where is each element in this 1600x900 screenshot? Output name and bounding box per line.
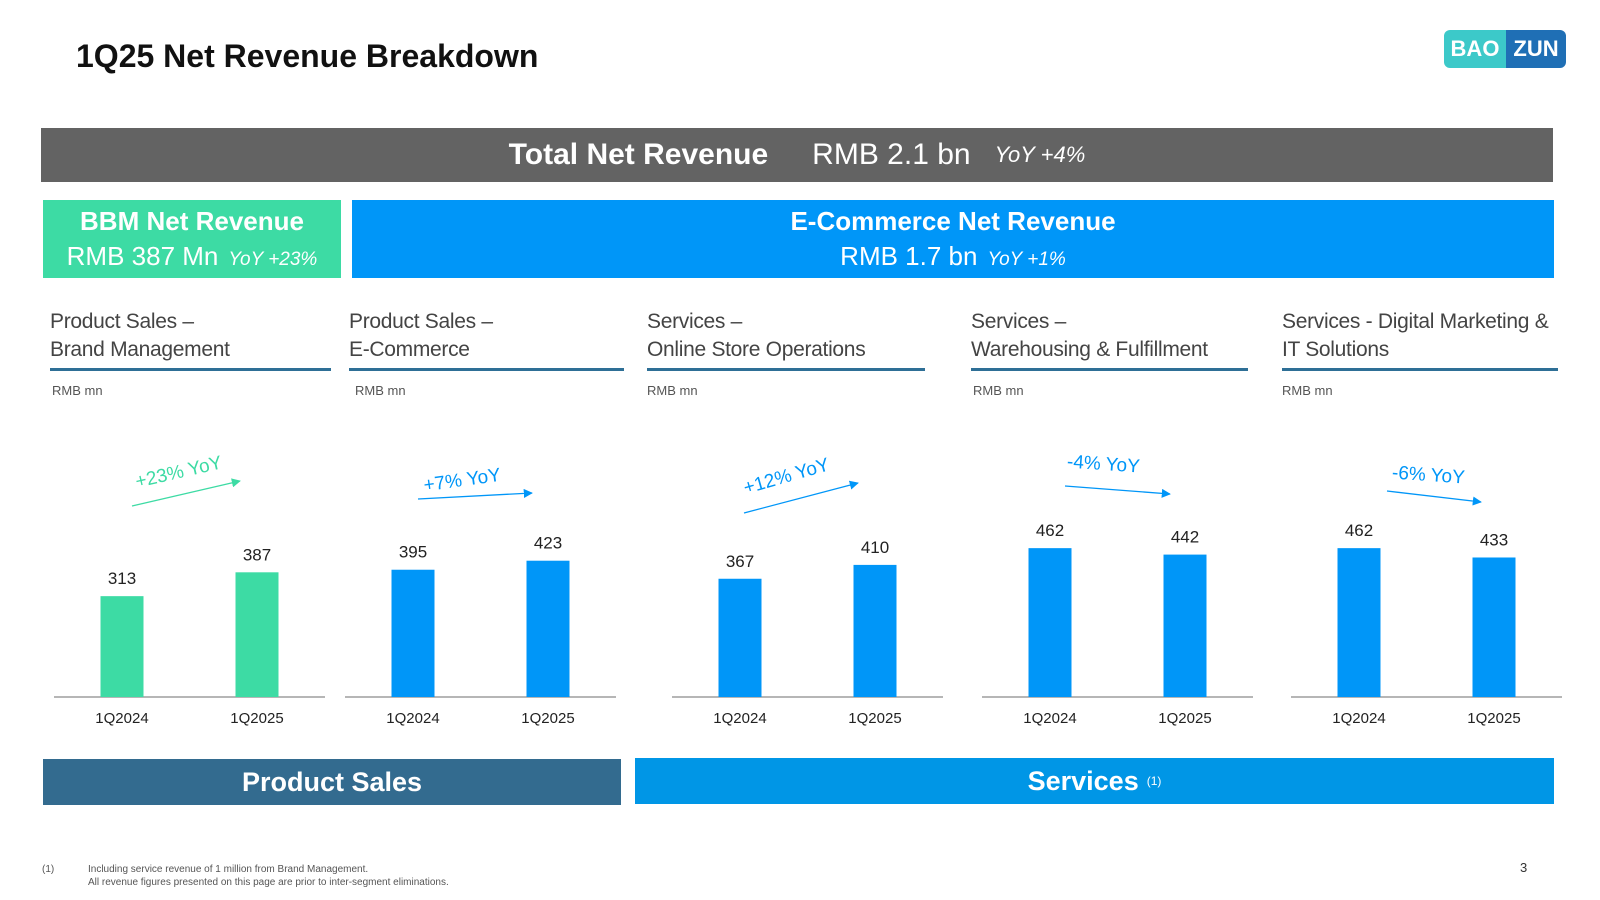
- x-tick-label: 1Q2025: [1467, 710, 1520, 727]
- unit-label: RMB mn: [973, 383, 1024, 398]
- footnote-line2: All revenue figures presented on this pa…: [88, 877, 449, 888]
- unit-label: RMB mn: [647, 383, 698, 398]
- bar-1q2024: [1337, 548, 1381, 697]
- bar-1q2024: [718, 578, 762, 697]
- chart-header-online-store: Services – Online Store Operations RMB mn: [647, 308, 925, 398]
- bar-1q2025: [1472, 557, 1516, 697]
- yoy-arrow: [1386, 490, 1482, 506]
- chart-title-line1: Services –: [647, 310, 743, 333]
- bar-value-label: 313: [108, 569, 136, 588]
- total-revenue-value: RMB 2.1 bn: [812, 138, 971, 171]
- x-tick-label: 1Q2024: [1332, 710, 1385, 727]
- bar-1q2024: [1028, 548, 1072, 697]
- yoy-growth-label: +7% YoY: [422, 465, 502, 497]
- chart-title-line2: E-Commerce: [349, 338, 470, 361]
- bbm-yoy: YoY +23%: [228, 249, 318, 270]
- ecommerce-yoy: YoY +1%: [987, 249, 1066, 270]
- bbm-value: RMB 387 Mn: [66, 241, 219, 271]
- services-bar: Services (1): [635, 758, 1554, 804]
- ecommerce-revenue-box: E-Commerce Net Revenue RMB 1.7 bn YoY +1%: [352, 200, 1554, 278]
- chart-title-line1: Product Sales –: [349, 310, 493, 333]
- yoy-arrow: [1064, 485, 1171, 498]
- bar-1q2025: [526, 560, 570, 697]
- services-label: Services: [1027, 765, 1139, 796]
- chart-header-digital-marketing: Services - Digital Marketing & IT Solutio…: [1282, 308, 1558, 398]
- footnote-line1: Including service revenue of 1 million f…: [88, 864, 369, 875]
- page-title: 1Q25 Net Revenue Breakdown: [76, 38, 539, 74]
- yoy-arrow: [743, 480, 859, 514]
- bbm-revenue-box: BBM Net Revenue RMB 387 Mn YoY +23%: [43, 200, 341, 278]
- page-number: 3: [1520, 860, 1528, 875]
- x-tick-label: 1Q2024: [1023, 710, 1076, 727]
- chart-title-line2: Brand Management: [50, 338, 230, 361]
- chart-title-line2: Warehousing & Fulfillment: [971, 338, 1208, 361]
- yoy-growth-label: -4% YoY: [1066, 451, 1141, 477]
- yoy-growth-label: -6% YoY: [1391, 462, 1466, 488]
- bar-1q2025: [853, 564, 897, 697]
- x-tick-label: 1Q2025: [848, 710, 901, 727]
- chart-title-line1: Product Sales –: [50, 310, 194, 333]
- x-tick-label: 1Q2024: [713, 710, 766, 727]
- bar-1q2025: [235, 572, 279, 697]
- yoy-growth-label: +12% YoY: [741, 454, 832, 499]
- x-tick-label: 1Q2025: [521, 710, 574, 727]
- bar-1q2025: [1163, 554, 1207, 697]
- product-sales-label: Product Sales: [241, 766, 423, 797]
- baozun-logo: BAO ZUN: [1444, 30, 1566, 68]
- yoy-arrow: [131, 478, 241, 507]
- ecommerce-value: RMB 1.7 bn: [840, 241, 978, 271]
- bar-value-label: 462: [1036, 521, 1064, 540]
- x-tick-label: 1Q2024: [386, 710, 439, 727]
- bar-value-label: 423: [534, 534, 562, 553]
- yoy-growth-label: +23% YoY: [133, 452, 224, 492]
- bar-value-label: 433: [1480, 530, 1508, 549]
- bar-value-label: 442: [1171, 528, 1199, 547]
- footnote-number: (1): [42, 864, 55, 875]
- total-revenue-yoy: YoY +4%: [994, 142, 1086, 167]
- bar-value-label: 462: [1345, 521, 1373, 540]
- total-revenue-bar: Total Net Revenue RMB 2.1 bn YoY +4%: [41, 128, 1553, 182]
- logo-left: BAO: [1444, 30, 1506, 68]
- chart-title-line1: Services - Digital Marketing &: [1282, 310, 1549, 333]
- services-footnote-ref: (1): [1146, 774, 1162, 788]
- bar-value-label: 410: [861, 538, 889, 557]
- bar-1q2024: [391, 569, 435, 697]
- chart-header-ecommerce: Product Sales – E-Commerce RMB mn: [349, 308, 624, 398]
- chart-title-line1: Services –: [971, 310, 1067, 333]
- chart-title-line2: Online Store Operations: [647, 338, 866, 361]
- unit-label: RMB mn: [355, 383, 406, 398]
- x-tick-label: 1Q2025: [230, 710, 283, 727]
- total-revenue-label: Total Net Revenue: [508, 138, 769, 171]
- chart-header-warehousing: Services – Warehousing & Fulfillment RMB …: [971, 308, 1248, 398]
- bar-1q2024: [100, 596, 144, 697]
- bar-value-label: 395: [399, 543, 427, 562]
- ecommerce-title: E-Commerce Net Revenue: [790, 206, 1116, 236]
- bbm-title: BBM Net Revenue: [80, 206, 304, 236]
- x-tick-label: 1Q2025: [1158, 710, 1211, 727]
- yoy-arrow: [417, 488, 533, 500]
- product-sales-bar: Product Sales: [43, 759, 621, 805]
- chart-header-brand-management: Product Sales – Brand Management RMB mn: [50, 308, 331, 398]
- bar-value-label: 387: [243, 545, 271, 564]
- unit-label: RMB mn: [52, 383, 103, 398]
- chart-title-line2: IT Solutions: [1282, 338, 1389, 361]
- bar-value-label: 367: [726, 552, 754, 571]
- unit-label: RMB mn: [1282, 383, 1333, 398]
- logo-right: ZUN: [1506, 30, 1566, 68]
- footnote: (1) Including service revenue of 1 millio…: [42, 863, 449, 889]
- x-tick-label: 1Q2024: [95, 710, 148, 727]
